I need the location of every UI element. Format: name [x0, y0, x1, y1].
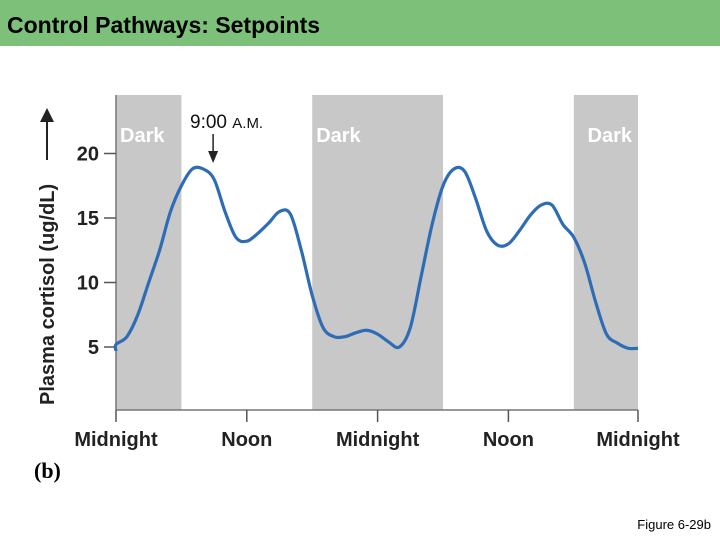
- y-axis-arrow-icon: [40, 108, 54, 122]
- y-tick-label: 10: [77, 273, 99, 295]
- dark-label: Dark: [316, 125, 361, 147]
- x-tick-label: Midnight: [74, 429, 158, 451]
- dark-label: Dark: [120, 125, 165, 147]
- x-tick-label: Midnight: [336, 429, 420, 451]
- y-tick-label: 20: [77, 144, 99, 166]
- dark-label: Dark: [588, 125, 633, 147]
- slide-title: Control Pathways: Setpoints: [7, 12, 321, 38]
- panel-label: (b): [34, 458, 61, 483]
- annotation-suffix: A.M.: [232, 115, 263, 132]
- x-tick-label: Midnight: [596, 429, 680, 451]
- y-axis-label: Plasma cortisol (ug/dL): [37, 184, 59, 405]
- dark-band: [573, 95, 638, 410]
- annotation-arrow-icon: [208, 151, 219, 163]
- title-bar: Control Pathways: Setpoints: [0, 0, 720, 46]
- dark-band: [312, 95, 443, 410]
- figure-caption: Figure 6-29b: [637, 517, 711, 532]
- dark-band: [116, 95, 182, 410]
- annotation-time: 9:00: [190, 112, 232, 133]
- annotation-label: 9:00 A.M.: [190, 112, 263, 133]
- y-tick-label: 5: [88, 337, 99, 359]
- y-tick-label: 15: [77, 208, 99, 230]
- x-tick-label: Noon: [221, 429, 272, 451]
- cortisol-series-line: [113, 165, 639, 352]
- x-tick-label: Noon: [483, 429, 534, 451]
